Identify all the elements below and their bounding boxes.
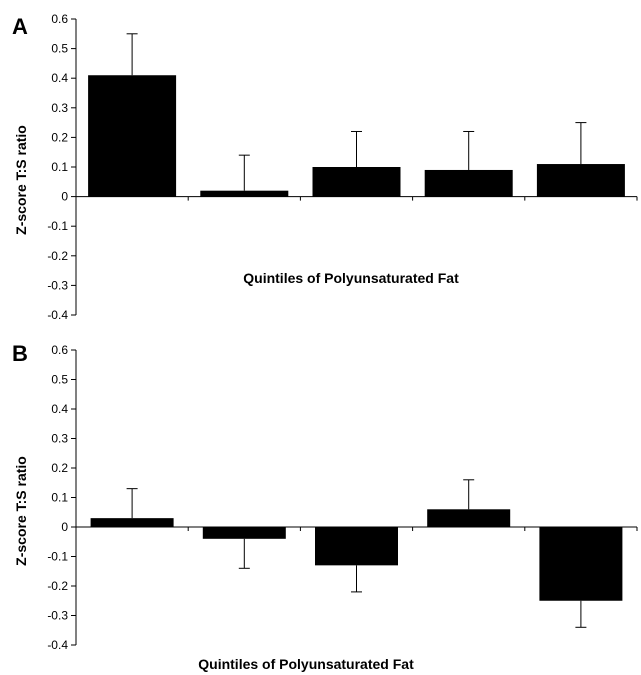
panel-a-y-tick-label: 0 bbox=[61, 190, 68, 204]
panel-b-y-tick-label: -0.2 bbox=[47, 579, 68, 593]
panel-b-plot: 0.6 0.5 0.4 0.3 0.2 0.1 0 -0.1 -0.2 -0.3 -0.4 bbox=[47, 343, 638, 652]
panel-a: A Z-score T:S ratio Quintiles of Polyuns… bbox=[12, 12, 638, 322]
panel-b: B Z-score T:S ratio Quintiles of Polyuns… bbox=[12, 341, 638, 672]
panel-a-bar bbox=[88, 75, 177, 197]
panel-b-bar bbox=[202, 527, 286, 539]
panel-a-y-tick-label: -0.4 bbox=[47, 308, 68, 322]
panel-a-bar bbox=[200, 190, 289, 197]
panel-b-y-tick-label: 0.6 bbox=[51, 343, 68, 357]
panel-a-ylabel: Z-score T:S ratio bbox=[13, 125, 29, 235]
panel-b-y-tick-label: 0.2 bbox=[51, 461, 68, 475]
panel-a-xlabel: Quintiles of Polyunsaturated Fat bbox=[243, 270, 459, 286]
panel-a-bar bbox=[424, 169, 513, 197]
panel-a-plot: 0.6 0.5 0.4 0.3 0.2 0.1 0 -0.1 -0.2 -0.3 -0.4 bbox=[47, 12, 638, 322]
panel-a-y-tick-label: 0.6 bbox=[51, 12, 68, 26]
panel-a-y-tick-label: -0.2 bbox=[47, 249, 68, 263]
panel-b-bar bbox=[539, 527, 623, 601]
panel-b-y-tick-label: -0.3 bbox=[47, 609, 68, 623]
panel-b-y-tick-label: 0.4 bbox=[51, 402, 68, 416]
panel-b-y-tick-label: 0.1 bbox=[51, 491, 68, 505]
panel-b-letter: B bbox=[12, 341, 28, 366]
panel-b-y-tick-label: 0 bbox=[61, 520, 68, 534]
panel-b-ylabel: Z-score T:S ratio bbox=[13, 456, 29, 566]
panel-a-bar bbox=[312, 167, 401, 197]
panel-b-bar bbox=[427, 509, 511, 527]
panel-a-y-tick-label: 0.4 bbox=[51, 71, 68, 85]
panel-a-bar bbox=[536, 164, 625, 197]
panel-a-y-tick-label: 0.1 bbox=[51, 160, 68, 174]
panel-a-y-tick-label: 0.5 bbox=[51, 42, 68, 56]
panel-b-bar bbox=[90, 518, 174, 527]
panel-b-y-tick-label: -0.1 bbox=[47, 550, 68, 564]
panel-b-y-tick-label: -0.4 bbox=[47, 638, 68, 652]
panel-a-y-tick-label: -0.1 bbox=[47, 219, 68, 233]
panel-a-y-tick-label: 0.3 bbox=[51, 101, 68, 115]
panel-b-bar bbox=[315, 527, 398, 566]
panel-b-y-tick-label: 0.5 bbox=[51, 373, 68, 387]
panel-a-letter: A bbox=[12, 14, 28, 39]
panel-a-y-tick-label: -0.3 bbox=[47, 278, 68, 292]
panel-b-xlabel: Quintiles of Polyunsaturated Fat bbox=[198, 656, 414, 672]
panel-b-y-tick-label: 0.3 bbox=[51, 432, 68, 446]
panel-a-y-tick-label: 0.2 bbox=[51, 130, 68, 144]
